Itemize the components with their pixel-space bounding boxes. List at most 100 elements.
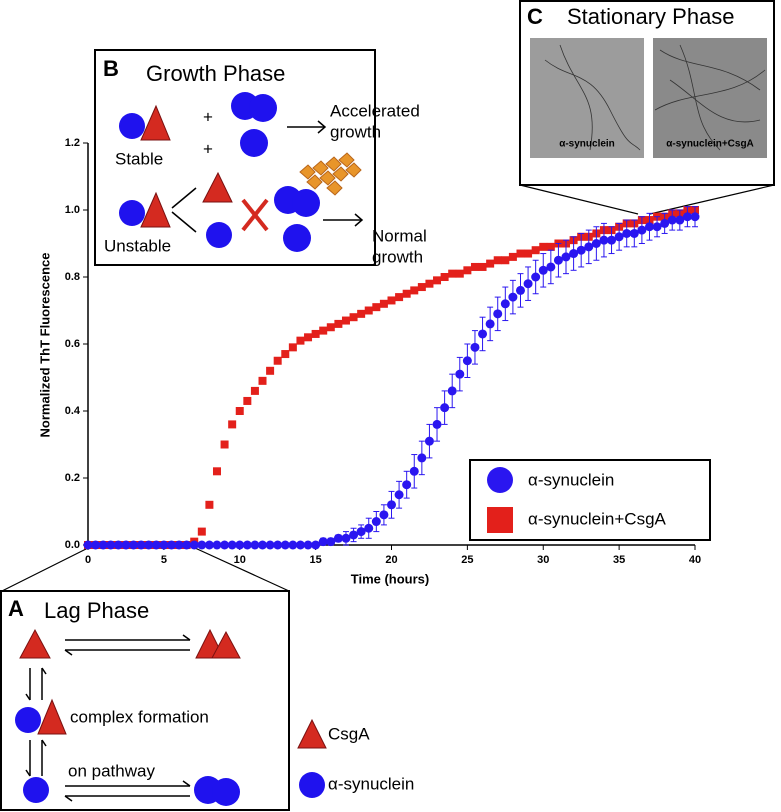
point [387, 296, 396, 305]
image-label: α-synuclein+CsgA [666, 139, 754, 150]
point [637, 225, 647, 235]
panel-letter: C [527, 4, 543, 29]
svg-text:+: + [203, 107, 213, 126]
point [569, 249, 579, 259]
point [410, 286, 419, 295]
point [432, 419, 442, 429]
point [311, 540, 321, 550]
point [91, 540, 101, 550]
key-marker [299, 772, 325, 798]
point [220, 540, 230, 550]
point [166, 540, 176, 550]
point [417, 283, 426, 292]
point [220, 440, 229, 449]
point [417, 453, 427, 463]
point [531, 272, 541, 282]
point [250, 540, 260, 550]
legend-label: α-synuclein [528, 470, 614, 489]
point [228, 420, 237, 429]
point [189, 540, 199, 550]
legend-marker [487, 507, 513, 533]
y-tick-label: 0.0 [65, 539, 80, 551]
point [515, 285, 525, 295]
point [462, 356, 472, 366]
point [197, 540, 207, 550]
point [121, 540, 131, 550]
point [334, 319, 343, 328]
point [478, 329, 488, 339]
label: Unstable [104, 236, 171, 255]
point [387, 500, 396, 510]
point [690, 212, 700, 222]
key-label: α-synuclein [328, 774, 414, 793]
point [584, 242, 594, 252]
point [371, 517, 381, 527]
point [258, 376, 267, 385]
point [197, 527, 206, 536]
x-tick-label: 5 [161, 554, 167, 566]
svg-text:+: + [203, 139, 213, 158]
point [402, 289, 411, 298]
point [98, 540, 108, 550]
legend-marker [487, 467, 513, 493]
point [576, 245, 586, 255]
point [455, 369, 465, 379]
point [341, 316, 350, 325]
point [561, 252, 571, 262]
point [402, 480, 412, 490]
point [455, 269, 464, 278]
point [265, 540, 275, 550]
point [433, 276, 442, 285]
label: growth [330, 122, 381, 141]
x-tick-label: 35 [613, 554, 625, 566]
point [508, 292, 518, 302]
point [591, 239, 601, 248]
point [357, 309, 366, 318]
point [356, 527, 366, 537]
point [463, 266, 472, 275]
point [273, 356, 282, 365]
point [319, 326, 328, 335]
point [281, 350, 290, 359]
x-tick-label: 30 [537, 554, 549, 566]
y-axis-title: Normalized ThT Fluorescence [37, 253, 52, 438]
point [675, 215, 685, 225]
label: growth [372, 247, 423, 266]
x-tick-label: 25 [461, 554, 473, 566]
point [182, 540, 192, 550]
point [425, 279, 434, 288]
point [523, 279, 533, 289]
point [235, 407, 244, 415]
point [486, 259, 495, 268]
point [470, 342, 480, 352]
point [364, 523, 374, 533]
point [379, 299, 388, 308]
point [273, 540, 283, 550]
point [493, 256, 502, 265]
point [250, 386, 259, 395]
point [318, 537, 328, 547]
point [349, 530, 359, 540]
y-tick-label: 1.2 [65, 137, 80, 149]
point [599, 235, 609, 245]
y-tick-label: 0.6 [65, 338, 80, 350]
point [538, 265, 548, 275]
point [295, 540, 305, 550]
x-tick-label: 15 [310, 554, 322, 566]
x-tick-label: 20 [385, 554, 397, 566]
point [546, 262, 556, 272]
point [212, 467, 221, 476]
point [667, 215, 677, 225]
legend-label: α-synuclein+CsgA [528, 509, 667, 528]
point [553, 255, 563, 265]
panel-stationary: C Stationary Phase α-synuclein α-synucle… [519, 0, 775, 186]
panel-title: Stationary Phase [567, 4, 735, 29]
point [333, 533, 343, 543]
point [622, 228, 632, 238]
point [644, 222, 654, 232]
point [448, 269, 457, 278]
point [304, 333, 313, 342]
point [106, 540, 116, 550]
point [159, 540, 169, 550]
x-tick-label: 0 [85, 554, 91, 566]
